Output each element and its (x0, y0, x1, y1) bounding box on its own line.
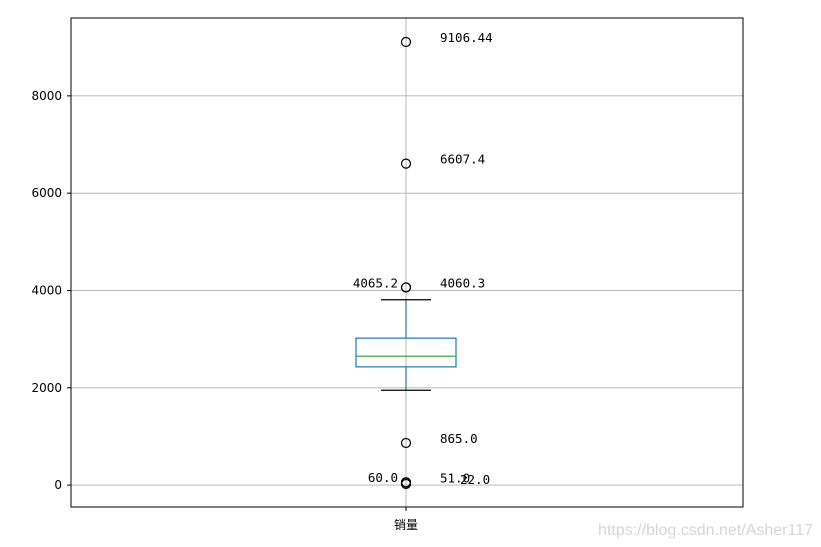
x-axis: 销量 (394, 507, 418, 532)
y-axis: 0 2000 4000 6000 8000 (31, 89, 71, 492)
outlier-point (400, 158, 412, 169)
outlier-point (400, 36, 412, 48)
outlier-annotation: 4060.3 (440, 276, 485, 291)
outlier-point (400, 478, 412, 490)
plot-frame (70, 17, 744, 508)
outlier-points (400, 36, 412, 490)
outlier-annotation: 6607.4 (440, 152, 485, 167)
outlier-annotation: 60.0 (368, 470, 398, 485)
y-tick-label: 6000 (31, 186, 62, 200)
outlier-annotation: 22.0 (460, 472, 490, 487)
box-plot (355, 299, 457, 391)
y-tick-label: 2000 (31, 381, 62, 395)
outlier-point (400, 437, 412, 449)
x-tick-label: 销量 (394, 518, 418, 532)
watermark: https://blog.csdn.net/Asher117 (598, 522, 813, 539)
outlier-point (400, 282, 412, 293)
y-tick-label: 0 (54, 478, 62, 492)
y-tick-label: 8000 (31, 89, 62, 103)
outlier-annotation: 865.0 (440, 431, 478, 446)
outlier-annotations: 9106.44 6607.4 4065.2 4060.3 865.0 60.0 51.022… (353, 30, 493, 487)
outlier-annotation: 51.0 (440, 471, 470, 486)
grid-lines (71, 18, 743, 507)
box-iqr (355, 337, 457, 368)
y-tick-label: 4000 (31, 283, 62, 297)
outlier-annotation: 4065.2 (353, 275, 398, 290)
outlier-annotation: 9106.44 (440, 30, 493, 45)
